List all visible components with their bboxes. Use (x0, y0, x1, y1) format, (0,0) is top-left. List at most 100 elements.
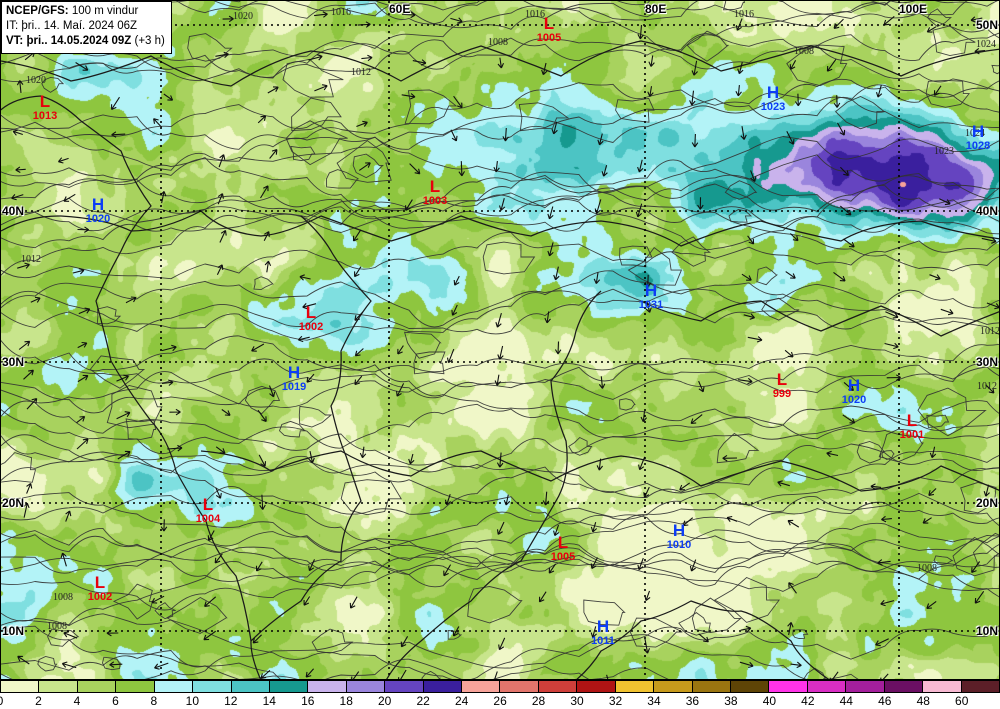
pressure-center-letter: L (543, 14, 555, 33)
colorbar-swatch (77, 681, 117, 692)
latitude-label: 10N (975, 624, 998, 638)
isobar-label: 1012 (977, 381, 997, 392)
colorbar-tick: 44 (840, 693, 884, 709)
colorbar-tick-label: 24 (454, 694, 469, 708)
colorbar-swatch (615, 681, 655, 692)
colorbar-tick: 42 (801, 693, 846, 709)
colorbar-swatch (423, 681, 463, 692)
colorbar-tick: 2 (35, 693, 76, 709)
pressure-center-value: 1019 (281, 381, 307, 393)
init-label: IT: (6, 20, 19, 33)
colorbar-swatch (116, 681, 155, 692)
colorbar-tick-label: 46 (878, 694, 892, 708)
isobar-label: 1020 (26, 75, 46, 86)
pressure-center-letter: H (596, 617, 610, 636)
colorbar-tick-label: 16 (301, 694, 315, 708)
colorbar-tick: 60 (955, 693, 1000, 709)
high-pressure-center: H 1023 (757, 84, 789, 113)
colorbar-tick-label: 8 (150, 694, 158, 708)
pressure-center-value: 1020 (841, 394, 867, 406)
colorbar-tick: 26 (493, 693, 538, 709)
colorbar-swatch (654, 681, 693, 692)
colorbar-tick: 46 (878, 693, 923, 709)
colorbar-tick-labels: 0246810121416182022242628303234363840424… (0, 693, 1000, 709)
longitude-label: 60E (389, 2, 411, 16)
isobar-label: 1020 (233, 11, 253, 22)
pressure-center-letter: H (672, 521, 686, 540)
high-pressure-center: H 1028 (962, 123, 994, 152)
pressure-center-letter: H (971, 122, 985, 141)
colorbar-tick-label: 0 (0, 694, 3, 708)
model-label: NCEP/GFS: (6, 5, 69, 17)
header-line-init: IT: þri.. 14. Maí. 2024 06Z (6, 19, 165, 34)
colorbar-tick-label: 2 (35, 694, 42, 708)
pressure-center-value: 1020 (85, 213, 111, 225)
pressure-center-letter: L (39, 92, 51, 111)
longitude-label: 100E (899, 2, 928, 16)
high-pressure-center: H 1031 (635, 282, 667, 311)
colorbar-tick-label: 40 (762, 694, 777, 708)
colorbar-tick: 4 (73, 693, 115, 709)
colorbar-tick-label: 36 (685, 694, 700, 708)
colorbar-tick: 6 (112, 693, 153, 709)
pressure-center-letter: L (906, 411, 918, 430)
colorbar-swatch (462, 681, 501, 692)
isobar-label: 1008 (53, 592, 73, 603)
colorbar-swatch (346, 681, 386, 692)
pressure-center-value: 1001 (899, 429, 925, 441)
colorbar-tick-label: 20 (378, 694, 392, 708)
colorbar-tick: 24 (455, 693, 500, 709)
pressure-center-value: 1005 (536, 32, 562, 44)
isobar-label: 1008 (917, 563, 937, 574)
latitude-label: 40N (2, 204, 25, 218)
pressure-center-letter: L (429, 177, 441, 196)
high-pressure-center: H 1010 (663, 522, 695, 551)
low-pressure-center: L 1013 (29, 93, 61, 122)
pressure-center-value: 1028 (965, 140, 991, 152)
pressure-center-value: 1023 (760, 101, 786, 113)
colorbar-swatch (731, 681, 770, 692)
colorbar-swatch (385, 681, 424, 692)
colorbar-tick: 22 (416, 693, 461, 709)
isobar-label: 1012 (351, 67, 371, 78)
longitude-label: 80E (645, 2, 667, 16)
low-pressure-center: L 1005 (533, 15, 565, 44)
colorbar-tick-label: 60 (955, 694, 969, 708)
colorbar-tick-label: 18 (339, 694, 353, 708)
colorbar-swatch (807, 681, 847, 692)
weather-map[interactable]: 1020 1016 1016 1016 1020 1024 1012 1008 1008 1023… (0, 0, 1000, 680)
colorbar-swatch (269, 681, 309, 692)
colorbar-tick-label: 22 (416, 694, 430, 708)
colorbar-tick-label: 34 (647, 694, 661, 708)
colorbar-tick: 34 (647, 693, 692, 709)
colorbar-tick: 14 (263, 693, 307, 709)
pressure-center-value: 1013 (32, 110, 58, 122)
colorbar-tick-label: 4 (73, 694, 81, 708)
colorbar-tick-label: 26 (493, 694, 507, 708)
latitude-label: 30N (975, 355, 998, 369)
colorbar-tick-label: 12 (224, 694, 238, 708)
pressure-center-letter: H (91, 195, 105, 214)
colorbar-swatch (538, 681, 578, 692)
header-line-valid: VT: þri.. 14.05.2024 09Z (+3 h) (6, 34, 165, 49)
valid-label: VT: (6, 35, 24, 48)
colorbar-tick-label: 30 (570, 694, 584, 708)
high-pressure-center: H 1020 (82, 196, 114, 225)
colorbar-tick: 40 (763, 693, 807, 709)
colorbar-swatch (884, 681, 924, 692)
latitude-label: 30N (2, 355, 25, 369)
colorbar-tick-label: 48 (916, 694, 930, 708)
colorbar-tick-label: 10 (185, 694, 200, 708)
colorbar-tick: 16 (301, 693, 346, 709)
colorbar-swatch (308, 681, 347, 692)
isobar-label: 1016 (331, 7, 351, 18)
low-pressure-center: L 1003 (419, 178, 451, 207)
isobar-label: 1016 (734, 9, 754, 20)
pressure-center-value: 1011 (591, 635, 615, 647)
colorbar: 0246810121416182022242628303234363840424… (0, 680, 1000, 709)
isobar-label: 1012 (21, 254, 41, 265)
colorbar-swatch (1, 681, 40, 692)
init-time: þri.. 14. Maí. 2024 06Z (21, 20, 138, 33)
latitude-label: 20N (2, 496, 25, 510)
map-vector-overlay (1, 1, 999, 679)
